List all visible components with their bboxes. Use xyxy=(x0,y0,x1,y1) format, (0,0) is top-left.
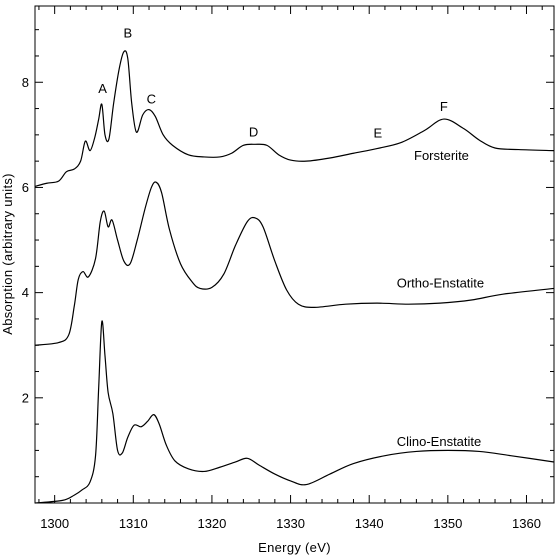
x-tick-label: 1360 xyxy=(512,516,541,531)
x-tick-label: 1350 xyxy=(433,516,462,531)
peak-label: E xyxy=(374,125,383,140)
y-tick-label: 6 xyxy=(22,180,29,195)
peak-annotations: A B C D E F xyxy=(98,26,448,141)
y-axis-ticks: 2 4 6 8 xyxy=(22,29,554,478)
series-label: Ortho-Enstatite xyxy=(397,275,484,290)
x-tick-label: 1330 xyxy=(276,516,305,531)
x-tick-label: 1310 xyxy=(119,516,148,531)
series-label: Clino-Enstatite xyxy=(397,434,482,449)
x-axis-title: Energy (eV) xyxy=(258,540,331,555)
peak-label: F xyxy=(440,99,448,114)
series-line-ortho-enstatite xyxy=(34,181,555,346)
y-tick-label: 4 xyxy=(22,285,29,300)
x-tick-label: 1320 xyxy=(197,516,226,531)
series-line-forsterite xyxy=(34,50,555,187)
y-axis-title: Absorption (arbitrary units) xyxy=(0,173,15,335)
peak-label: C xyxy=(147,91,156,106)
x-tick-label: 1300 xyxy=(40,516,69,531)
x-tick-label: 1340 xyxy=(355,516,384,531)
peak-label: A xyxy=(98,81,107,96)
plot-frame xyxy=(34,5,555,504)
series-label: Forsterite xyxy=(414,148,469,163)
series-line-clino-enstatite xyxy=(34,320,555,504)
y-tick-label: 2 xyxy=(22,390,29,405)
peak-label: D xyxy=(249,124,258,139)
series-layer xyxy=(34,50,555,504)
series-labels: Forsterite Ortho-Enstatite Clino-Enstatite xyxy=(397,148,484,449)
y-tick-label: 8 xyxy=(22,75,29,90)
peak-label: B xyxy=(123,26,132,41)
x-axis-ticks: 1300 1310 1320 1330 1340 1350 1360 xyxy=(38,6,543,531)
